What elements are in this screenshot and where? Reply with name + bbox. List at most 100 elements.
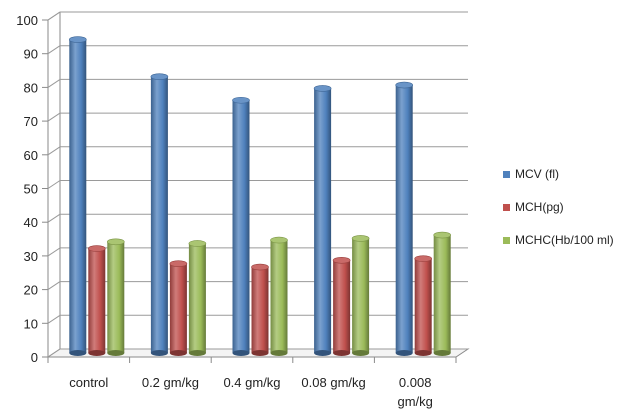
bar-body [270, 240, 288, 353]
legend-item: MCHC(Hb/100 ml) [503, 233, 614, 247]
bar-top [313, 85, 332, 92]
bar-top [150, 73, 169, 80]
bar [414, 255, 433, 356]
gridline-diag [47, 348, 61, 358]
bar-top [270, 236, 288, 244]
bar-top [251, 263, 269, 271]
bar-body [188, 243, 206, 353]
bar-body [314, 88, 332, 353]
gridline-diag [47, 180, 61, 189]
bar [251, 263, 269, 356]
gridline-diag [47, 112, 61, 122]
bar [395, 81, 414, 356]
bar-base [395, 350, 413, 356]
gridline-diag [47, 78, 61, 88]
gridline-diag [47, 146, 61, 156]
legend-label: MCH(pg) [515, 200, 564, 214]
bar [107, 238, 125, 356]
y-tick-label: 100 [16, 13, 38, 28]
legend-swatch [503, 237, 510, 244]
bar-base [188, 350, 206, 356]
gridline-diag [47, 11, 61, 21]
bar [88, 245, 106, 356]
bar-base [333, 350, 351, 356]
bar-base [251, 350, 269, 356]
y-tick-label: 80 [24, 80, 38, 95]
x-tick-label: 0.2 gm/kg [142, 375, 199, 390]
gridline-diag [47, 45, 61, 55]
bar-body [150, 76, 168, 353]
bar-top [395, 81, 414, 89]
bar-top [88, 245, 106, 252]
bar-body [232, 100, 250, 353]
bar [332, 257, 351, 356]
bar-base [414, 350, 432, 356]
y-tick-label: 40 [24, 215, 38, 230]
bar [232, 96, 250, 356]
bar-body [333, 260, 351, 353]
bar-base [69, 350, 87, 356]
gridline-diag [47, 247, 61, 257]
bar-base [433, 350, 451, 356]
gridline-diag [47, 314, 61, 324]
gridline-diag [47, 213, 61, 223]
bar-body [169, 263, 187, 353]
bar-body [433, 235, 451, 353]
bar [270, 236, 288, 356]
x-axis: control 0.2 gm/kg 0.4 gm/kg 0.08 gm/kg 0.008… [47, 357, 457, 409]
y-tick-label: 0 [31, 350, 38, 365]
x-tick-label: 0.08 gm/kg [301, 375, 365, 390]
y-tick-label: 10 [24, 316, 38, 331]
bar [150, 73, 169, 356]
legend: MCV (fl) MCH(pg) MCHC(Hb/100 ml) [503, 167, 614, 247]
bar-top [188, 240, 207, 247]
bar-body [88, 248, 106, 353]
legend-label: MCV (fl) [515, 167, 559, 181]
bar-base [270, 350, 288, 356]
bar-top [169, 260, 188, 267]
gridline-diag [47, 281, 61, 291]
bar-base [232, 350, 250, 356]
x-tick-label: 0.008 gm/kg [397, 375, 432, 409]
y-tick-label: 70 [24, 114, 38, 129]
bar [313, 85, 332, 356]
bar-body [251, 267, 269, 353]
y-tick-label: 90 [24, 47, 38, 62]
bar [188, 240, 207, 356]
y-tick-label: 60 [24, 148, 38, 163]
bar-top [351, 235, 370, 242]
bar [433, 231, 452, 356]
bar-body [414, 258, 432, 353]
bar-base [107, 350, 125, 356]
bar-body [107, 241, 125, 353]
bar-base [352, 350, 370, 356]
bar [69, 36, 87, 356]
bar-top [69, 36, 87, 43]
y-tick-label: 30 [24, 249, 38, 264]
bar-top [414, 255, 433, 262]
bar [169, 260, 188, 356]
bar [351, 235, 370, 356]
bar-top [232, 96, 250, 104]
bar-top [433, 231, 452, 239]
x-tick-label: 0.4 gm/kg [223, 375, 280, 390]
y-tick-label: 50 [24, 182, 38, 197]
legend-swatch [503, 204, 510, 211]
legend-item: MCH(pg) [503, 200, 564, 214]
bar-base [150, 350, 168, 356]
bar-top [332, 257, 351, 264]
bar-base [88, 350, 106, 356]
bar-base [314, 350, 332, 356]
bar-body [395, 85, 413, 354]
bar-top [107, 238, 125, 246]
y-tick-label: 20 [24, 283, 38, 298]
bar-body [69, 39, 87, 354]
bars [69, 36, 452, 356]
legend-item: MCV (fl) [503, 167, 559, 181]
legend-label: MCHC(Hb/100 ml) [515, 233, 614, 247]
legend-swatch [503, 171, 510, 178]
y-axis: 0 10 20 30 40 50 60 70 80 90 100 [16, 13, 48, 365]
bar-body [352, 238, 370, 353]
bar-base [169, 350, 187, 356]
